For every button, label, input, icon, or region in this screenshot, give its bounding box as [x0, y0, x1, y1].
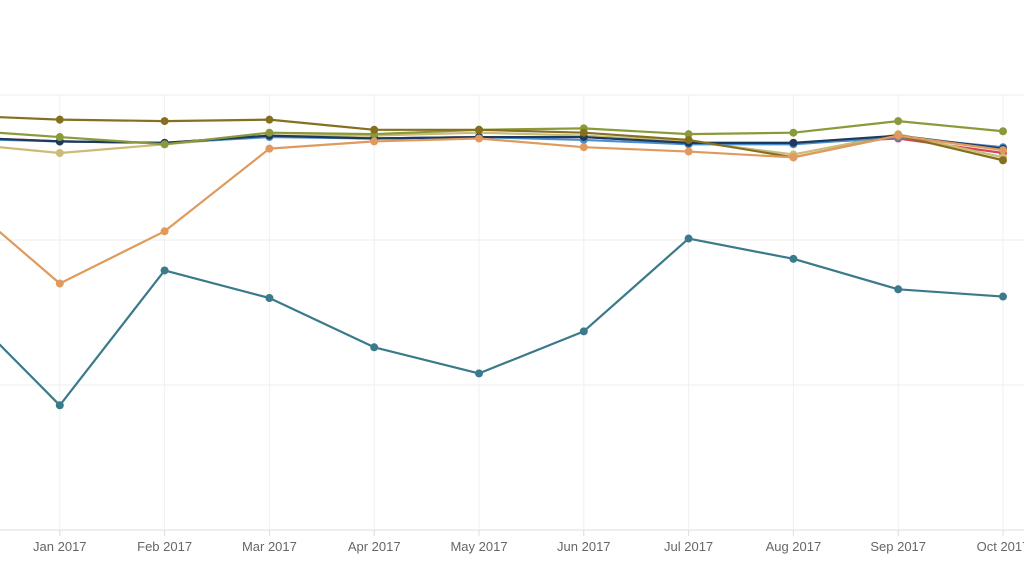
data-point[interactable] — [684, 130, 693, 139]
data-point[interactable] — [999, 156, 1007, 165]
data-point[interactable] — [789, 254, 798, 263]
data-point[interactable] — [160, 140, 169, 149]
x-tick-label: Aug 2017 — [766, 539, 822, 554]
data-point[interactable] — [894, 117, 903, 126]
data-point[interactable] — [789, 138, 798, 147]
data-point[interactable] — [55, 133, 64, 142]
data-point[interactable] — [265, 294, 274, 302]
data-point[interactable] — [684, 234, 693, 243]
x-tick-label: Oct 2017 — [977, 539, 1024, 554]
data-point[interactable] — [894, 131, 903, 140]
x-tick-label: Sep 2017 — [870, 539, 926, 554]
series-6 — [0, 131, 1007, 288]
x-tick-label: Jun 2017 — [557, 539, 611, 554]
data-point[interactable] — [475, 125, 483, 134]
grid — [0, 94, 1024, 536]
data-point[interactable] — [55, 115, 64, 124]
data-point[interactable] — [894, 285, 903, 294]
data-point[interactable] — [579, 143, 588, 152]
data-point[interactable] — [160, 227, 169, 236]
x-tick-label: Jul 2017 — [664, 539, 713, 554]
data-point[interactable] — [265, 115, 274, 124]
data-point[interactable] — [579, 128, 588, 137]
data-point[interactable] — [370, 137, 379, 146]
x-tick-label: Apr 2017 — [348, 539, 401, 554]
data-point[interactable] — [789, 128, 798, 137]
series-line — [0, 134, 1004, 285]
data-point[interactable] — [55, 149, 64, 157]
x-tick-label: Jan 2017 — [33, 539, 87, 554]
data-point[interactable] — [475, 369, 483, 378]
data-point[interactable] — [55, 401, 64, 410]
x-tick-label: Feb 2017 — [137, 539, 192, 554]
data-point[interactable] — [789, 153, 798, 162]
series-line — [0, 237, 1004, 407]
x-tick-label: May 2017 — [450, 539, 507, 554]
data-point[interactable] — [160, 117, 169, 126]
data-point[interactable] — [475, 134, 483, 143]
data-point[interactable] — [999, 292, 1007, 301]
data-point[interactable] — [684, 147, 693, 156]
data-point[interactable] — [579, 327, 588, 336]
data-point[interactable] — [160, 266, 169, 275]
data-point[interactable] — [999, 146, 1007, 155]
data-point[interactable] — [265, 144, 274, 153]
x-tick-label: Mar 2017 — [242, 539, 297, 554]
series-7 — [0, 234, 1007, 410]
data-point[interactable] — [684, 135, 693, 144]
series-lines — [0, 115, 1007, 410]
data-point[interactable] — [999, 127, 1007, 136]
data-point[interactable] — [370, 125, 379, 134]
data-point[interactable] — [265, 128, 274, 137]
data-point[interactable] — [370, 343, 379, 352]
data-point[interactable] — [55, 279, 64, 288]
